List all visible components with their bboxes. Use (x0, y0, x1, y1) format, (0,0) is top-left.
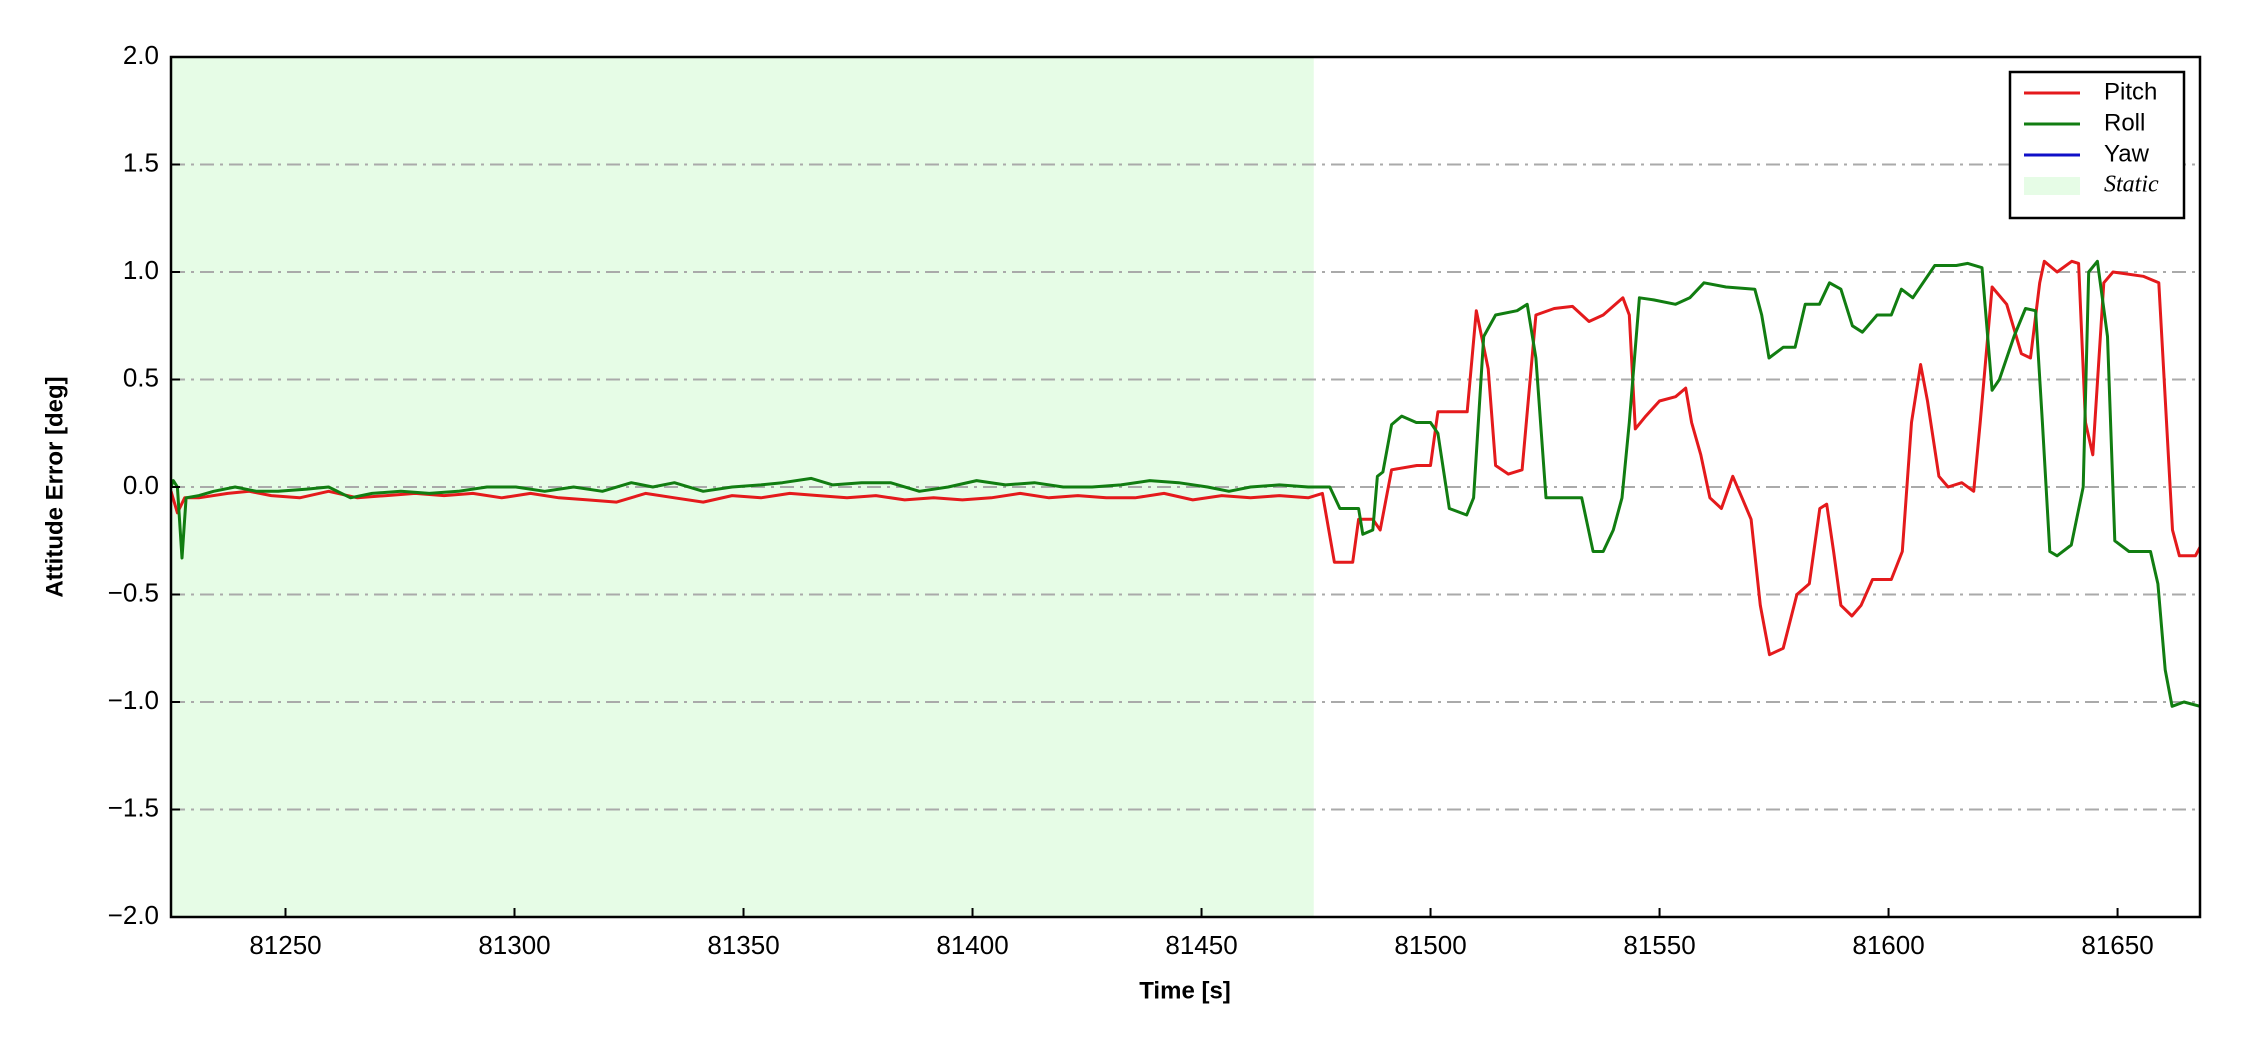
legend-patch (2024, 177, 2080, 195)
axes: −2.0 −1.5 −1.0 −0.5 0.0 0.5 1.0 1.5 2.0 81250 8130… (108, 40, 2154, 960)
y-tick-label: −1.0 (108, 685, 159, 715)
legend: Pitch Roll Yaw Static (2008, 70, 2186, 220)
legend-label: Static (2104, 172, 2159, 198)
series-line (171, 259, 2200, 657)
y-tick-label: 0.5 (123, 362, 159, 392)
x-tick-label: 81650 (2081, 930, 2153, 960)
y-tick-label: 1.0 (123, 255, 159, 285)
x-tick-label: 81500 (1394, 930, 1466, 960)
legend-label: Roll (2104, 109, 2145, 136)
y-axis-label: Attitude Error [deg] (41, 376, 68, 597)
legend-label: Yaw (2104, 140, 2150, 167)
series-lines (171, 259, 2200, 708)
x-axis-label: Time [s] (1139, 977, 1231, 1004)
series-line (171, 259, 2200, 708)
x-tick-label: 81550 (1623, 930, 1695, 960)
y-tick-label: −0.5 (108, 577, 159, 607)
x-tick-label: 81300 (478, 930, 550, 960)
y-tick-label: −2.0 (108, 900, 159, 930)
y-tick-label: −1.5 (108, 792, 159, 822)
y-tick-label: 1.5 (123, 147, 159, 177)
x-tick-label: 81250 (249, 930, 321, 960)
legend-label: Pitch (2104, 78, 2157, 105)
x-tick-label: 81350 (707, 930, 779, 960)
x-tick-label: 81450 (1165, 930, 1237, 960)
x-tick-label: 81400 (936, 930, 1008, 960)
y-tick-label: 2.0 (123, 40, 159, 70)
y-tick-label: 0.0 (123, 470, 159, 500)
x-tick-label: 81600 (1852, 930, 1924, 960)
